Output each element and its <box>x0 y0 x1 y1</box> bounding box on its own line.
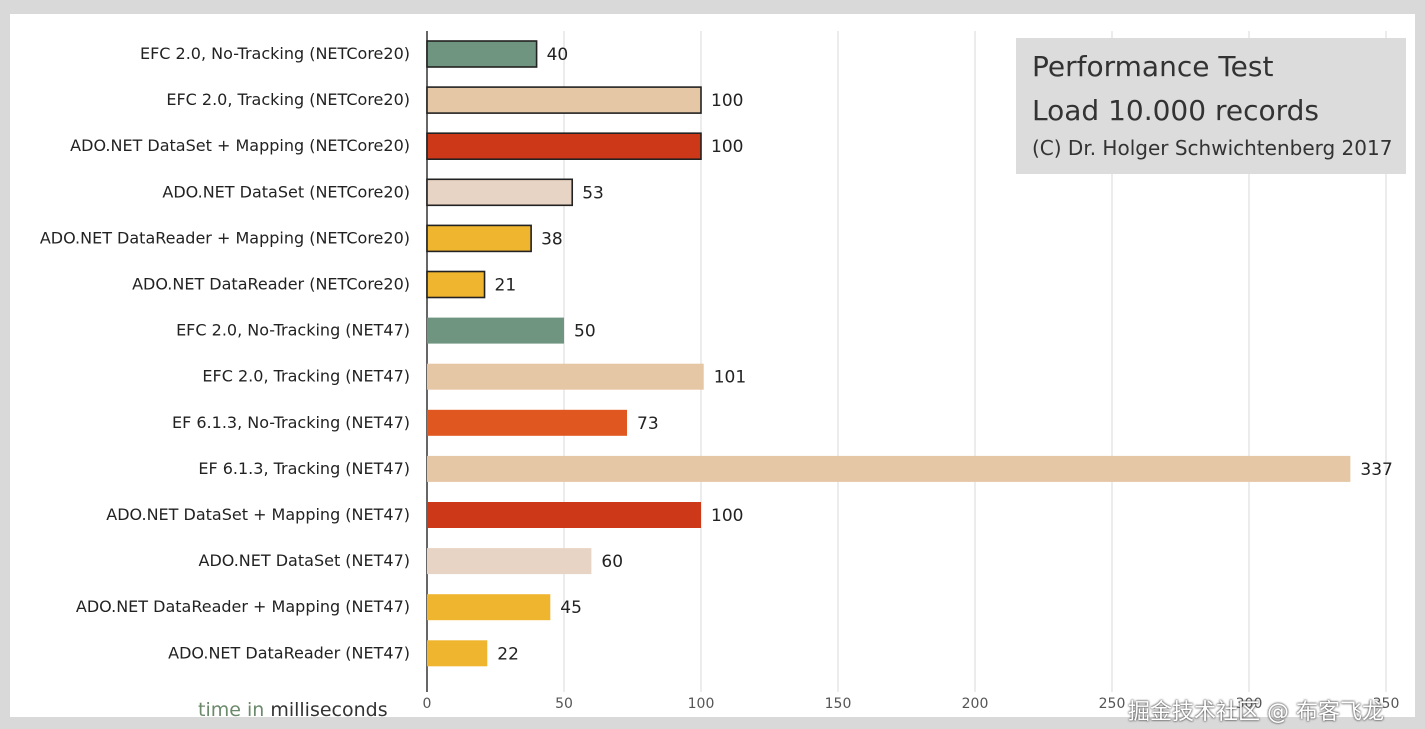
data-label: 100 <box>711 91 743 111</box>
bar <box>427 317 564 344</box>
data-label: 40 <box>547 45 569 65</box>
bar <box>426 132 702 160</box>
bar <box>427 594 551 621</box>
bar <box>426 86 702 114</box>
x-axis-title-unit: milliseconds <box>270 699 388 721</box>
bar <box>427 640 488 667</box>
chart-subtitle: Load 10.000 records <box>1032 94 1319 127</box>
bar <box>427 455 1351 482</box>
data-label: 53 <box>582 183 604 203</box>
category-label: ADO.NET DataReader (NETCore20) <box>132 275 410 294</box>
chart-credit: (C) Dr. Holger Schwichtenberg 2017 <box>1032 136 1393 160</box>
category-label: ADO.NET DataReader + Mapping (NET47) <box>76 597 410 616</box>
x-tick-label: 250 <box>1099 696 1126 712</box>
category-label: ADO.NET DataSet (NETCore20) <box>162 182 410 201</box>
chart-title-box: Performance Test Load 10.000 records (C)… <box>1016 38 1406 174</box>
x-tick-label: 300 <box>1236 696 1263 712</box>
watermark: 掘金技术社区 @ 布客飞龙 <box>1128 700 1384 725</box>
x-tick-label: 50 <box>555 696 573 712</box>
category-label: EFC 2.0, Tracking (NET47) <box>202 367 410 386</box>
data-label: 100 <box>711 137 743 157</box>
category-label: EF 6.1.3, No-Tracking (NET47) <box>172 413 410 432</box>
category-label: EFC 2.0, Tracking (NETCore20) <box>166 90 410 109</box>
data-label: 337 <box>1360 460 1392 480</box>
bar <box>426 270 486 299</box>
x-tick-label: 350 <box>1373 696 1400 712</box>
bar <box>426 178 574 207</box>
x-tick-label: 100 <box>688 696 715 712</box>
category-label: EFC 2.0, No-Tracking (NET47) <box>176 321 410 340</box>
data-label: 73 <box>637 414 659 434</box>
data-label: 101 <box>714 368 746 388</box>
category-label: ADO.NET DataReader (NET47) <box>168 643 410 662</box>
category-label: ADO.NET DataReader + Mapping (NETCore20) <box>40 228 410 247</box>
category-label: ADO.NET DataSet + Mapping (NET47) <box>106 505 410 524</box>
category-label: ADO.NET DataSet + Mapping (NETCore20) <box>70 136 410 155</box>
bar <box>427 409 628 436</box>
x-tick-label: 0 <box>423 696 432 712</box>
chart-panel: 0 50 100 150 200 250 300 350 EFC 2.0, No-Trackin… <box>10 14 1415 725</box>
chart-title: Performance Test <box>1032 50 1274 83</box>
data-label: 60 <box>601 552 623 572</box>
x-tick-label: 200 <box>962 696 989 712</box>
bar <box>426 224 532 253</box>
data-label: 50 <box>574 322 596 342</box>
data-label: 38 <box>541 229 563 249</box>
category-label: EFC 2.0, No-Tracking (NETCore20) <box>140 44 410 63</box>
x-tick-label: 150 <box>825 696 852 712</box>
data-label: 45 <box>560 598 582 618</box>
category-label: ADO.NET DataSet (NET47) <box>199 551 411 570</box>
x-axis-title: time in milliseconds <box>198 699 388 721</box>
bar <box>427 548 592 575</box>
data-label: 100 <box>711 506 743 526</box>
data-label: 22 <box>497 644 519 664</box>
bar <box>427 502 701 528</box>
x-axis-title-prefix: time in <box>198 699 271 721</box>
data-label: 21 <box>495 276 517 296</box>
category-label: EF 6.1.3, Tracking (NET47) <box>198 459 410 478</box>
bar-chart: 0 50 100 150 200 250 300 350 EFC 2.0, No-Trackin… <box>40 31 1400 712</box>
bar <box>426 40 538 68</box>
bar <box>427 363 704 390</box>
